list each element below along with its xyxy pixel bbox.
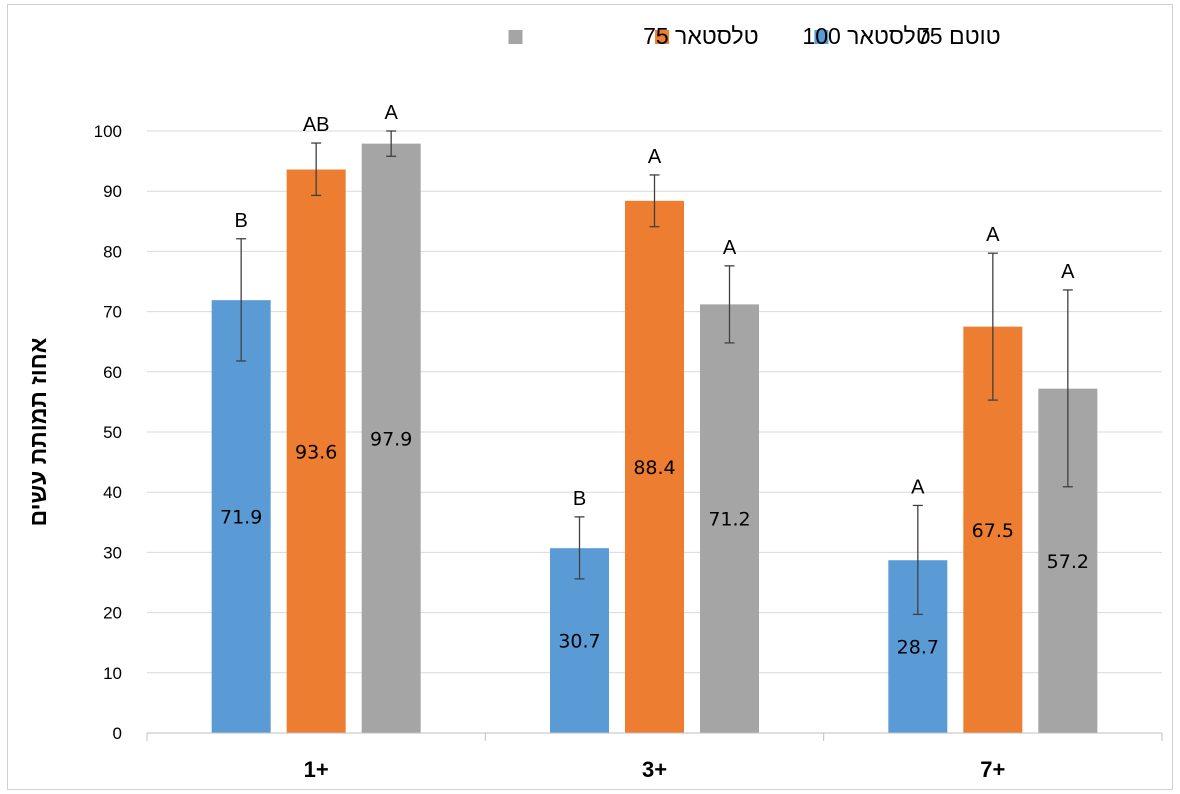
significance-label: AB: [303, 114, 330, 136]
data-label: 67.5: [972, 520, 1014, 542]
y-tick-label: 100: [94, 122, 122, 141]
y-tick-label: 80: [103, 242, 122, 261]
y-tick-label: 20: [103, 604, 122, 623]
data-label: 28.7: [897, 637, 939, 659]
bar: [700, 304, 759, 733]
legend-swatch: [508, 30, 523, 44]
data-label: 30.7: [558, 631, 600, 653]
data-label: 57.2: [1047, 551, 1089, 573]
error-bars: [236, 130, 1073, 616]
y-axis-title: אחוז תמותת עשים: [25, 337, 51, 526]
y-tick-label: 90: [103, 182, 122, 201]
y-tick-label: 0: [113, 724, 122, 743]
bars: [211, 143, 1098, 734]
legend-label: טלסטאר 100: [802, 23, 930, 49]
significance-label: A: [384, 102, 398, 124]
legend-label: טוטם 75: [917, 23, 1001, 49]
data-label: 71.9: [220, 507, 262, 529]
significance-label: A: [986, 224, 1000, 246]
legend-swatch: [655, 30, 670, 44]
y-tick-label: 60: [103, 363, 122, 382]
axes: 0 10 20 30 40 50 60 70 80 90 100 1+ 3+ 7+: [94, 122, 1163, 782]
data-label: 71.2: [708, 509, 750, 531]
y-tick-label: 30: [103, 543, 122, 562]
significance-label: B: [234, 210, 247, 232]
significance-label: A: [648, 146, 662, 168]
x-category-label: 7+: [980, 757, 1005, 782]
significance-label: A: [1061, 261, 1075, 283]
data-labels: 71.9 B 93.6 AB 97.9 A 30.7 B 88.4 A 71.2 A 28.7 A 67.5…: [220, 102, 1089, 659]
y-tick-label: 70: [103, 303, 122, 322]
significance-label: A: [723, 237, 737, 259]
y-tick-label: 40: [103, 483, 122, 502]
legend-label: טלסטאר 75: [643, 23, 759, 49]
data-label: 97.9: [370, 428, 412, 450]
significance-label: A: [911, 476, 925, 498]
legend-swatch: [814, 30, 829, 44]
bar: [361, 143, 421, 734]
bar: [625, 200, 684, 733]
data-label: 88.4: [633, 457, 675, 479]
x-category-label: 3+: [642, 757, 667, 782]
significance-label: B: [573, 488, 586, 510]
y-tick-label: 50: [103, 423, 122, 442]
x-category-label: 1+: [304, 757, 329, 782]
y-tick-label: 10: [103, 664, 122, 683]
data-label: 93.6: [295, 441, 337, 463]
bar: [286, 169, 346, 733]
bar: [211, 300, 271, 733]
